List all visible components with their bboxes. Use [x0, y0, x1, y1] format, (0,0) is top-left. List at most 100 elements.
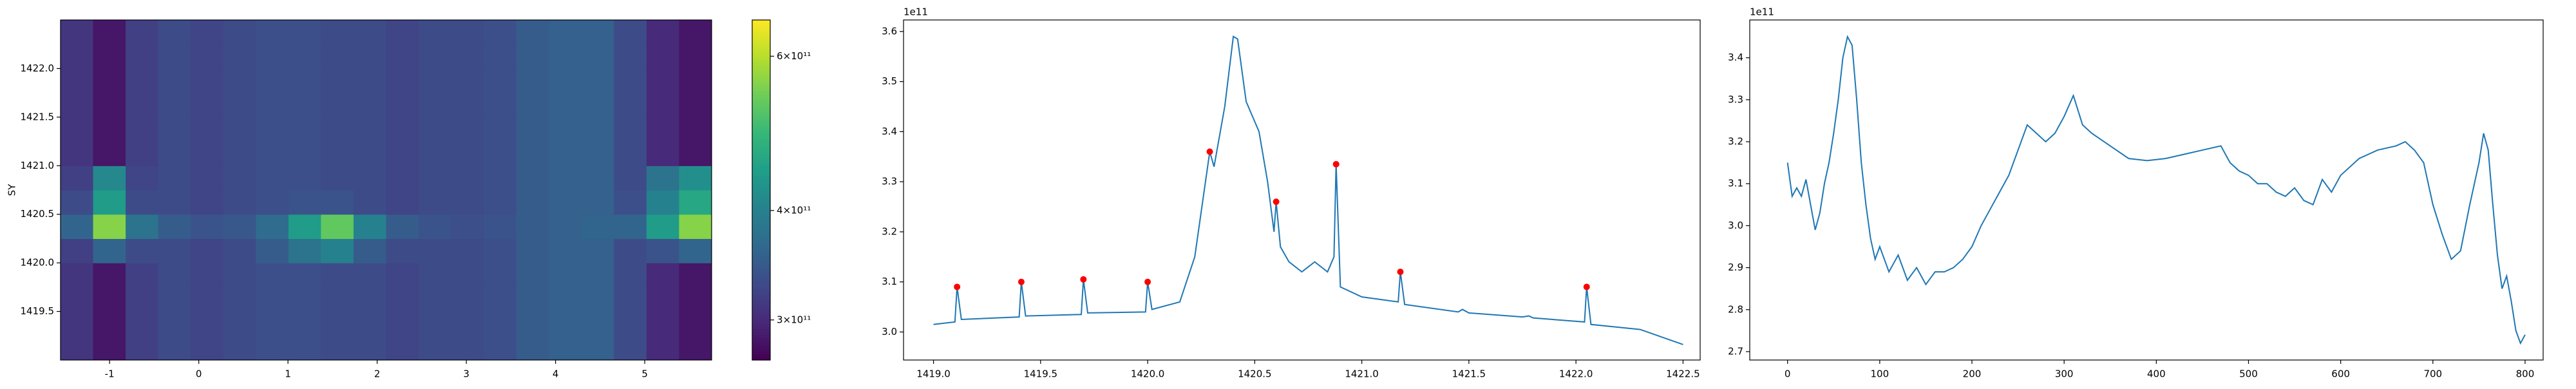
heatmap-cell: [158, 20, 191, 45]
heatmap-cell: [516, 20, 549, 45]
heatmap-cell: [61, 287, 94, 312]
heatmap-cell: [646, 190, 680, 215]
heatmap-cell: [158, 214, 191, 240]
heatmap-cell: [646, 68, 680, 93]
heatmap-cell: [321, 44, 354, 70]
heatmap-cell: [61, 311, 94, 336]
heatmap-cell: [158, 117, 191, 142]
colorbar-slice: [752, 272, 770, 276]
heatmap-cell: [646, 311, 680, 336]
colorbar-slice: [752, 124, 770, 128]
heatmap-cell: [256, 20, 289, 45]
y-axis-label: SY: [6, 184, 18, 196]
heatmap-cell: [516, 287, 549, 312]
heatmap-cell: [256, 287, 289, 312]
heatmap-cell: [516, 166, 549, 191]
heatmap-cell: [646, 141, 680, 166]
heatmap-cell: [61, 263, 94, 288]
heatmap-cell: [614, 238, 647, 263]
colorbar-slice: [752, 201, 770, 205]
heatmap-cell: [516, 68, 549, 93]
colorbar-slice: [752, 247, 770, 250]
heatmap-cell: [516, 214, 549, 240]
heatmap-cell: [386, 336, 419, 360]
colorbar-slice: [752, 130, 770, 134]
heatmap-cell: [93, 44, 126, 70]
colorbar-slice: [752, 105, 770, 108]
colorbar-slice: [752, 68, 770, 71]
colorbar-slice: [752, 96, 770, 100]
heatmap-cell: [158, 141, 191, 166]
heatmap-cell: [191, 336, 224, 360]
heatmap-cell: [484, 166, 517, 191]
heatmap-cell: [126, 20, 159, 45]
peak-marker: [1206, 148, 1213, 155]
heatmap-cell: [646, 214, 680, 240]
heatmap-cell: [484, 214, 517, 240]
colorbar-slice: [752, 280, 770, 284]
colorbar-slice: [752, 343, 770, 346]
peak-marker: [1018, 278, 1025, 285]
heatmap-cell: [581, 238, 614, 263]
heatmap-cell: [679, 190, 712, 215]
heatmap-cell: [419, 166, 452, 191]
heatmap-cell: [679, 287, 712, 312]
heatmap-cell: [679, 214, 712, 240]
x-tick-label: 700: [2423, 368, 2442, 380]
x-tick-label: 400: [2147, 368, 2166, 380]
heatmap-cell: [256, 311, 289, 336]
heatmap-cell: [191, 190, 224, 215]
colorbar-slice: [752, 303, 770, 307]
peak-marker: [1332, 160, 1340, 167]
heatmap-cell: [386, 117, 419, 142]
heatmap-cell: [419, 311, 452, 336]
colorbar-slice: [752, 238, 770, 242]
colorbar-slice: [752, 215, 770, 219]
heatmap-cell: [223, 141, 256, 166]
heatmap-cell: [679, 93, 712, 118]
heatmap-cell: [126, 214, 159, 240]
heatmap-cell: [126, 311, 159, 336]
y-tick-label: 3.6: [882, 25, 897, 37]
colorbar-slice: [752, 82, 770, 86]
colorbar-slice: [752, 312, 770, 316]
colorbar-slice: [752, 59, 770, 63]
colorbar-slice: [752, 308, 770, 312]
heatmap-cell: [516, 141, 549, 166]
heatmap-cell: [451, 214, 484, 240]
colorbar-slice: [752, 138, 770, 142]
y-tick-label: 1421.5: [21, 111, 55, 122]
heatmap-cell: [93, 93, 126, 118]
colorbar-slice: [752, 71, 770, 75]
heatmap-cell: [679, 336, 712, 360]
heatmap-cell: [256, 214, 289, 240]
colorbar-slice: [752, 348, 770, 352]
colorbar-slice: [752, 278, 770, 281]
heatmap-cell: [646, 20, 680, 45]
colorbar-slice: [752, 332, 770, 335]
heatmap-cell: [191, 311, 224, 336]
colorbar-slice: [752, 176, 770, 179]
colorbar-slice: [752, 43, 770, 46]
heatmap-cell: [614, 141, 647, 166]
heatmap-cell: [484, 117, 517, 142]
colorbar-slice: [752, 207, 770, 211]
heatmap-cell: [484, 44, 517, 70]
heatmap-cell: [451, 263, 484, 288]
heatmap-cell: [93, 141, 126, 166]
colorbar-slice: [752, 326, 770, 330]
heatmap-cell: [256, 336, 289, 360]
heatmap-cell: [353, 238, 387, 263]
colorbar-slice: [752, 190, 770, 193]
colorbar-slice: [752, 119, 770, 122]
colorbar-slice: [752, 53, 770, 57]
axes-frame: [903, 19, 1701, 361]
heatmap-cell: [581, 336, 614, 360]
heatmap-cell: [451, 117, 484, 142]
heatmap-cell: [191, 20, 224, 45]
heatmap-cell: [256, 190, 289, 215]
heatmap-cell: [126, 166, 159, 191]
heatmap-cell: [484, 190, 517, 215]
x-tick-label: 300: [2055, 368, 2074, 380]
heatmap-cell: [516, 336, 549, 360]
